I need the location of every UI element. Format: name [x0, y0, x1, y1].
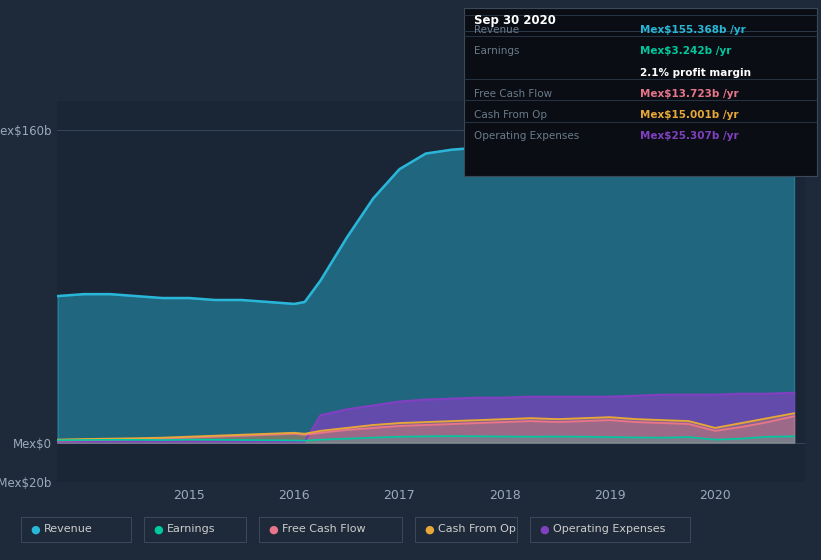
Text: Operating Expenses: Operating Expenses	[553, 524, 665, 534]
Text: Free Cash Flow: Free Cash Flow	[282, 524, 365, 534]
Text: Cash From Op: Cash From Op	[438, 524, 516, 534]
Text: Revenue: Revenue	[474, 25, 519, 35]
Text: ●: ●	[154, 524, 163, 534]
Text: Cash From Op: Cash From Op	[474, 110, 547, 120]
Text: Mex$13.723b /yr: Mex$13.723b /yr	[640, 89, 739, 99]
Text: ●: ●	[424, 524, 434, 534]
Text: ●: ●	[539, 524, 549, 534]
Text: Mex$155.368b /yr: Mex$155.368b /yr	[640, 25, 746, 35]
Text: Mex$25.307b /yr: Mex$25.307b /yr	[640, 132, 739, 142]
Text: ●: ●	[268, 524, 278, 534]
Text: Sep 30 2020: Sep 30 2020	[474, 14, 556, 27]
Text: Revenue: Revenue	[44, 524, 92, 534]
Text: Earnings: Earnings	[167, 524, 215, 534]
Text: Operating Expenses: Operating Expenses	[474, 132, 579, 142]
Text: Free Cash Flow: Free Cash Flow	[474, 89, 552, 99]
Text: ●: ●	[30, 524, 40, 534]
Text: 2.1% profit margin: 2.1% profit margin	[640, 68, 751, 78]
Text: Mex$15.001b /yr: Mex$15.001b /yr	[640, 110, 739, 120]
Text: Earnings: Earnings	[474, 46, 519, 57]
Text: Mex$3.242b /yr: Mex$3.242b /yr	[640, 46, 732, 57]
